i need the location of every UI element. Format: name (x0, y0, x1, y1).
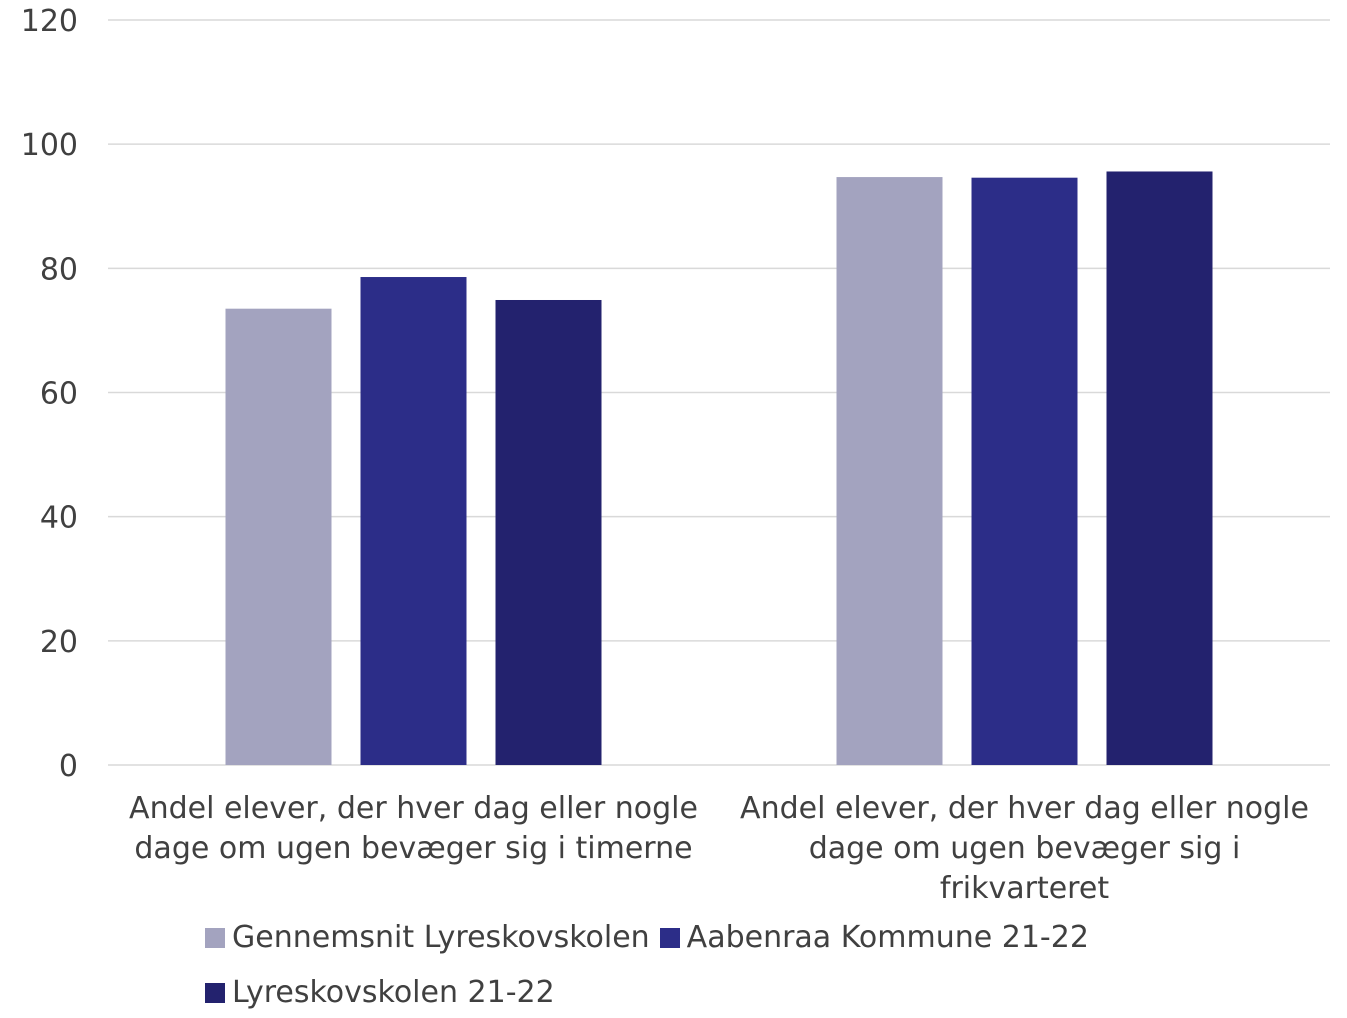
bar-2-2 (971, 177, 1078, 766)
x-category-label: dage om ugen bevæger sig i timerne (134, 831, 692, 866)
x-category-label: Andel elever, der hver dag eller nogle (740, 791, 1309, 826)
legend-swatch (205, 927, 225, 948)
y-tick-label: 60 (40, 377, 78, 412)
x-category-label: dage om ugen bevæger sig i (809, 831, 1241, 866)
bar-3-1 (495, 299, 602, 765)
y-tick-label: 100 (21, 128, 78, 163)
y-axis: 0 20 40 60 80 100 120 (21, 4, 78, 784)
legend-swatch (205, 982, 225, 1003)
legend-label: Aabenraa Kommune 21-22 (686, 920, 1089, 955)
legend-item-gennemsnit: Gennemsnit Lyreskovskolen (205, 920, 650, 955)
bar-1-1 (225, 308, 332, 765)
legend-label: Gennemsnit Lyreskovskolen (232, 920, 650, 955)
legend-swatch (659, 927, 680, 948)
y-tick-label: 120 (21, 4, 78, 39)
legend-row-1: Gennemsnit Lyreskovskolen Aabenraa Kommu… (205, 920, 1099, 955)
y-tick-label: 20 (40, 625, 78, 660)
legend-row-2: Lyreskovskolen 21-22 (205, 975, 565, 1010)
x-category-label: frikvarteret (940, 871, 1109, 906)
legend-item-lyreskovskolen: Lyreskovskolen 21-22 (205, 975, 555, 1010)
x-category-label: Andel elever, der hver dag eller nogle (129, 791, 698, 826)
bars (225, 171, 1213, 766)
bar-chart: 0 20 40 60 80 100 120 Andel elever, der hver d… (21, 4, 1330, 906)
legend-item-aabenraa: Aabenraa Kommune 21-22 (659, 920, 1089, 955)
x-axis: Andel elever, der hver dag eller nogle da… (129, 791, 1309, 906)
y-tick-label: 0 (59, 749, 78, 784)
bar-2-1 (360, 277, 467, 765)
y-tick-label: 80 (40, 252, 78, 287)
y-tick-label: 40 (40, 501, 78, 536)
bar-3-2 (1106, 171, 1213, 765)
legend-label: Lyreskovskolen 21-22 (232, 975, 555, 1010)
bar-1-2 (836, 177, 943, 766)
